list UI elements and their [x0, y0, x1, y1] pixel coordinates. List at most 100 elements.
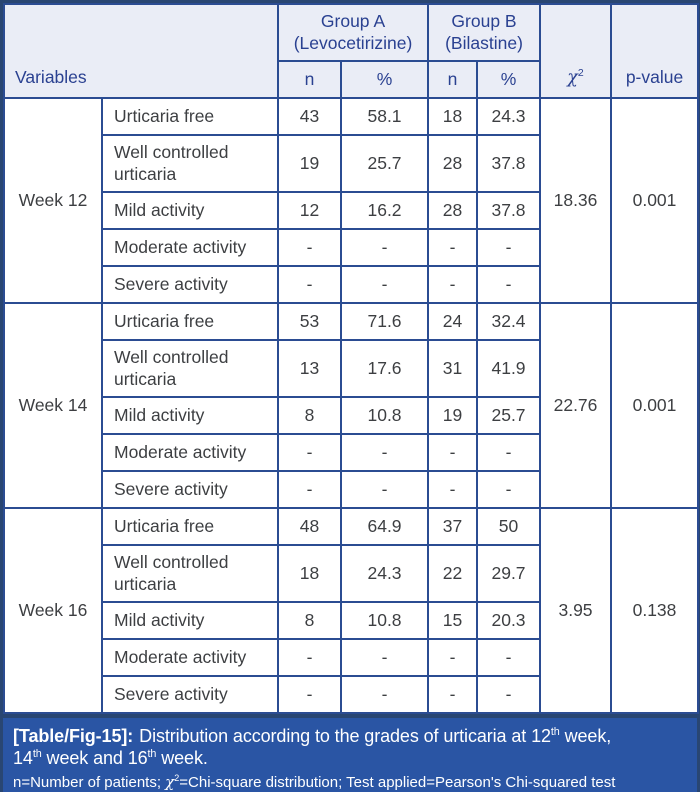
value-cell: - — [340, 638, 430, 677]
grade-label-cell: Mild activity — [100, 191, 280, 230]
value-cell: - — [340, 228, 430, 267]
table-row: Week 14 Urticaria free 53 71.6 24 32.4 2… — [3, 302, 700, 509]
value-cell: 18 — [277, 544, 343, 603]
col-n-group-a: n — [277, 60, 343, 99]
table-caption-line-2: 14th week and 16th week. — [13, 747, 687, 769]
superscript-text: th — [32, 748, 42, 761]
value-cell: 15 — [427, 601, 479, 640]
value-cell: 18 — [427, 97, 479, 136]
grade-label-cell: Well controlled urticaria — [100, 134, 280, 193]
value-cell: 12 — [277, 191, 343, 230]
chi-square-cell: 18.36 — [539, 97, 613, 304]
week-cell: Week 14 — [3, 302, 103, 509]
col-pct-group-a: % — [340, 60, 430, 99]
value-cell: - — [340, 675, 430, 714]
value-cell: 19 — [277, 134, 343, 193]
value-cell: 17.6 — [340, 339, 430, 398]
variables-header: Variables — [2, 3, 280, 99]
text-segment: week and 16 — [41, 748, 148, 769]
value-cell: 8 — [277, 396, 343, 435]
value-cell: - — [277, 470, 343, 509]
value-cell: 28 — [427, 191, 479, 230]
p-value-header: p-value — [610, 3, 700, 99]
value-cell: - — [277, 638, 343, 677]
grade-label-cell: Moderate activity — [100, 433, 280, 472]
chi-square-cell: 22.76 — [539, 302, 613, 509]
value-cell: 19 — [427, 396, 479, 435]
value-cell: - — [476, 638, 542, 677]
table-row: Severe activity - - - - — [4, 470, 698, 509]
value-cell: - — [277, 433, 343, 472]
value-cell: 71.6 — [340, 302, 430, 341]
table-row: Well controlled urticaria 13 17.6 31 41.… — [4, 339, 698, 398]
value-cell: 10.8 — [340, 396, 430, 435]
table-row: Moderate activity - - - - — [4, 228, 698, 267]
value-cell: 28 — [427, 134, 479, 193]
group-a-header: Group A (Levocetirizine) — [277, 3, 430, 62]
grade-label-cell: Mild activity — [100, 396, 280, 435]
value-cell: 22 — [427, 544, 479, 603]
value-cell: 50 — [476, 507, 542, 546]
table-row: Moderate activity - - - - — [4, 433, 698, 472]
table-header: Variables Group A (Levocetirizine) Group… — [2, 3, 700, 99]
p-value-cell: 0.001 — [610, 302, 700, 509]
value-cell: 25.7 — [476, 396, 542, 435]
value-cell: 24.3 — [340, 544, 430, 603]
section-week-12: Week 12 Urticaria free 43 58.1 18 24.3 1… — [3, 97, 700, 304]
value-cell: - — [277, 675, 343, 714]
table-row: Moderate activity - - - - — [4, 638, 698, 677]
grade-label-cell: Moderate activity — [100, 228, 280, 267]
value-cell: 31 — [427, 339, 479, 398]
table-row: Severe activity - - - - — [4, 675, 698, 714]
value-cell: 25.7 — [340, 134, 430, 193]
urticaria-grades-table: Variables Group A (Levocetirizine) Group… — [2, 3, 700, 714]
text-segment: [Table/Fig-15]: — [13, 726, 134, 746]
value-cell: - — [427, 470, 479, 509]
value-cell: 20.3 — [476, 601, 542, 640]
text-segment: Distribution according to the grades of … — [139, 726, 551, 746]
value-cell: - — [476, 265, 542, 304]
superscript-text: 2 — [174, 772, 180, 783]
caption-bar: [Table/Fig-15]: Distribution according to… — [3, 714, 697, 792]
table-row: Mild activity 8 10.8 15 20.3 — [4, 601, 698, 640]
table-row: Severe activity - - - - — [4, 265, 698, 304]
grade-label-cell: Moderate activity — [100, 638, 280, 677]
value-cell: 13 — [277, 339, 343, 398]
value-cell: - — [427, 638, 479, 677]
value-cell: 37 — [427, 507, 479, 546]
value-cell: - — [340, 265, 430, 304]
p-value-cell: 0.001 — [610, 97, 700, 304]
value-cell: 53 — [277, 302, 343, 341]
group-b-name: Group B — [451, 10, 517, 31]
col-n-group-b: n — [427, 60, 479, 99]
value-cell: 8 — [277, 601, 343, 640]
table-row: Week 16 Urticaria free 48 64.9 37 50 3.9… — [3, 507, 700, 714]
grade-label-cell: Urticaria free — [100, 507, 280, 546]
chi-square-header: χ2 — [539, 3, 613, 99]
grade-label-cell: Severe activity — [100, 470, 280, 509]
value-cell: 10.8 — [340, 601, 430, 640]
value-cell: 64.9 — [340, 507, 430, 546]
value-cell: 37.8 — [476, 191, 542, 230]
value-cell: 32.4 — [476, 302, 542, 341]
section-week-14: Week 14 Urticaria free 53 71.6 24 32.4 2… — [3, 302, 700, 509]
value-cell: - — [427, 675, 479, 714]
value-cell: - — [476, 470, 542, 509]
value-cell: - — [476, 433, 542, 472]
value-cell: - — [277, 228, 343, 267]
table-footnote: n=Number of patients; χ2=Chi-square dist… — [13, 773, 687, 792]
chi-square-cell: 3.95 — [539, 507, 613, 714]
table-row: Well controlled urticaria 18 24.3 22 29.… — [4, 544, 698, 603]
value-cell: - — [427, 433, 479, 472]
text-segment: 14 — [13, 748, 33, 769]
value-cell: - — [340, 470, 430, 509]
grade-label-cell: Well controlled urticaria — [100, 544, 280, 603]
table-row: Mild activity 12 16.2 28 37.8 — [4, 191, 698, 230]
value-cell: - — [277, 265, 343, 304]
value-cell: - — [476, 228, 542, 267]
value-cell: 41.9 — [476, 339, 542, 398]
superscript-text: th — [550, 726, 560, 738]
group-b-detail: (Bilastine) — [445, 32, 523, 53]
value-cell: 58.1 — [340, 97, 430, 136]
